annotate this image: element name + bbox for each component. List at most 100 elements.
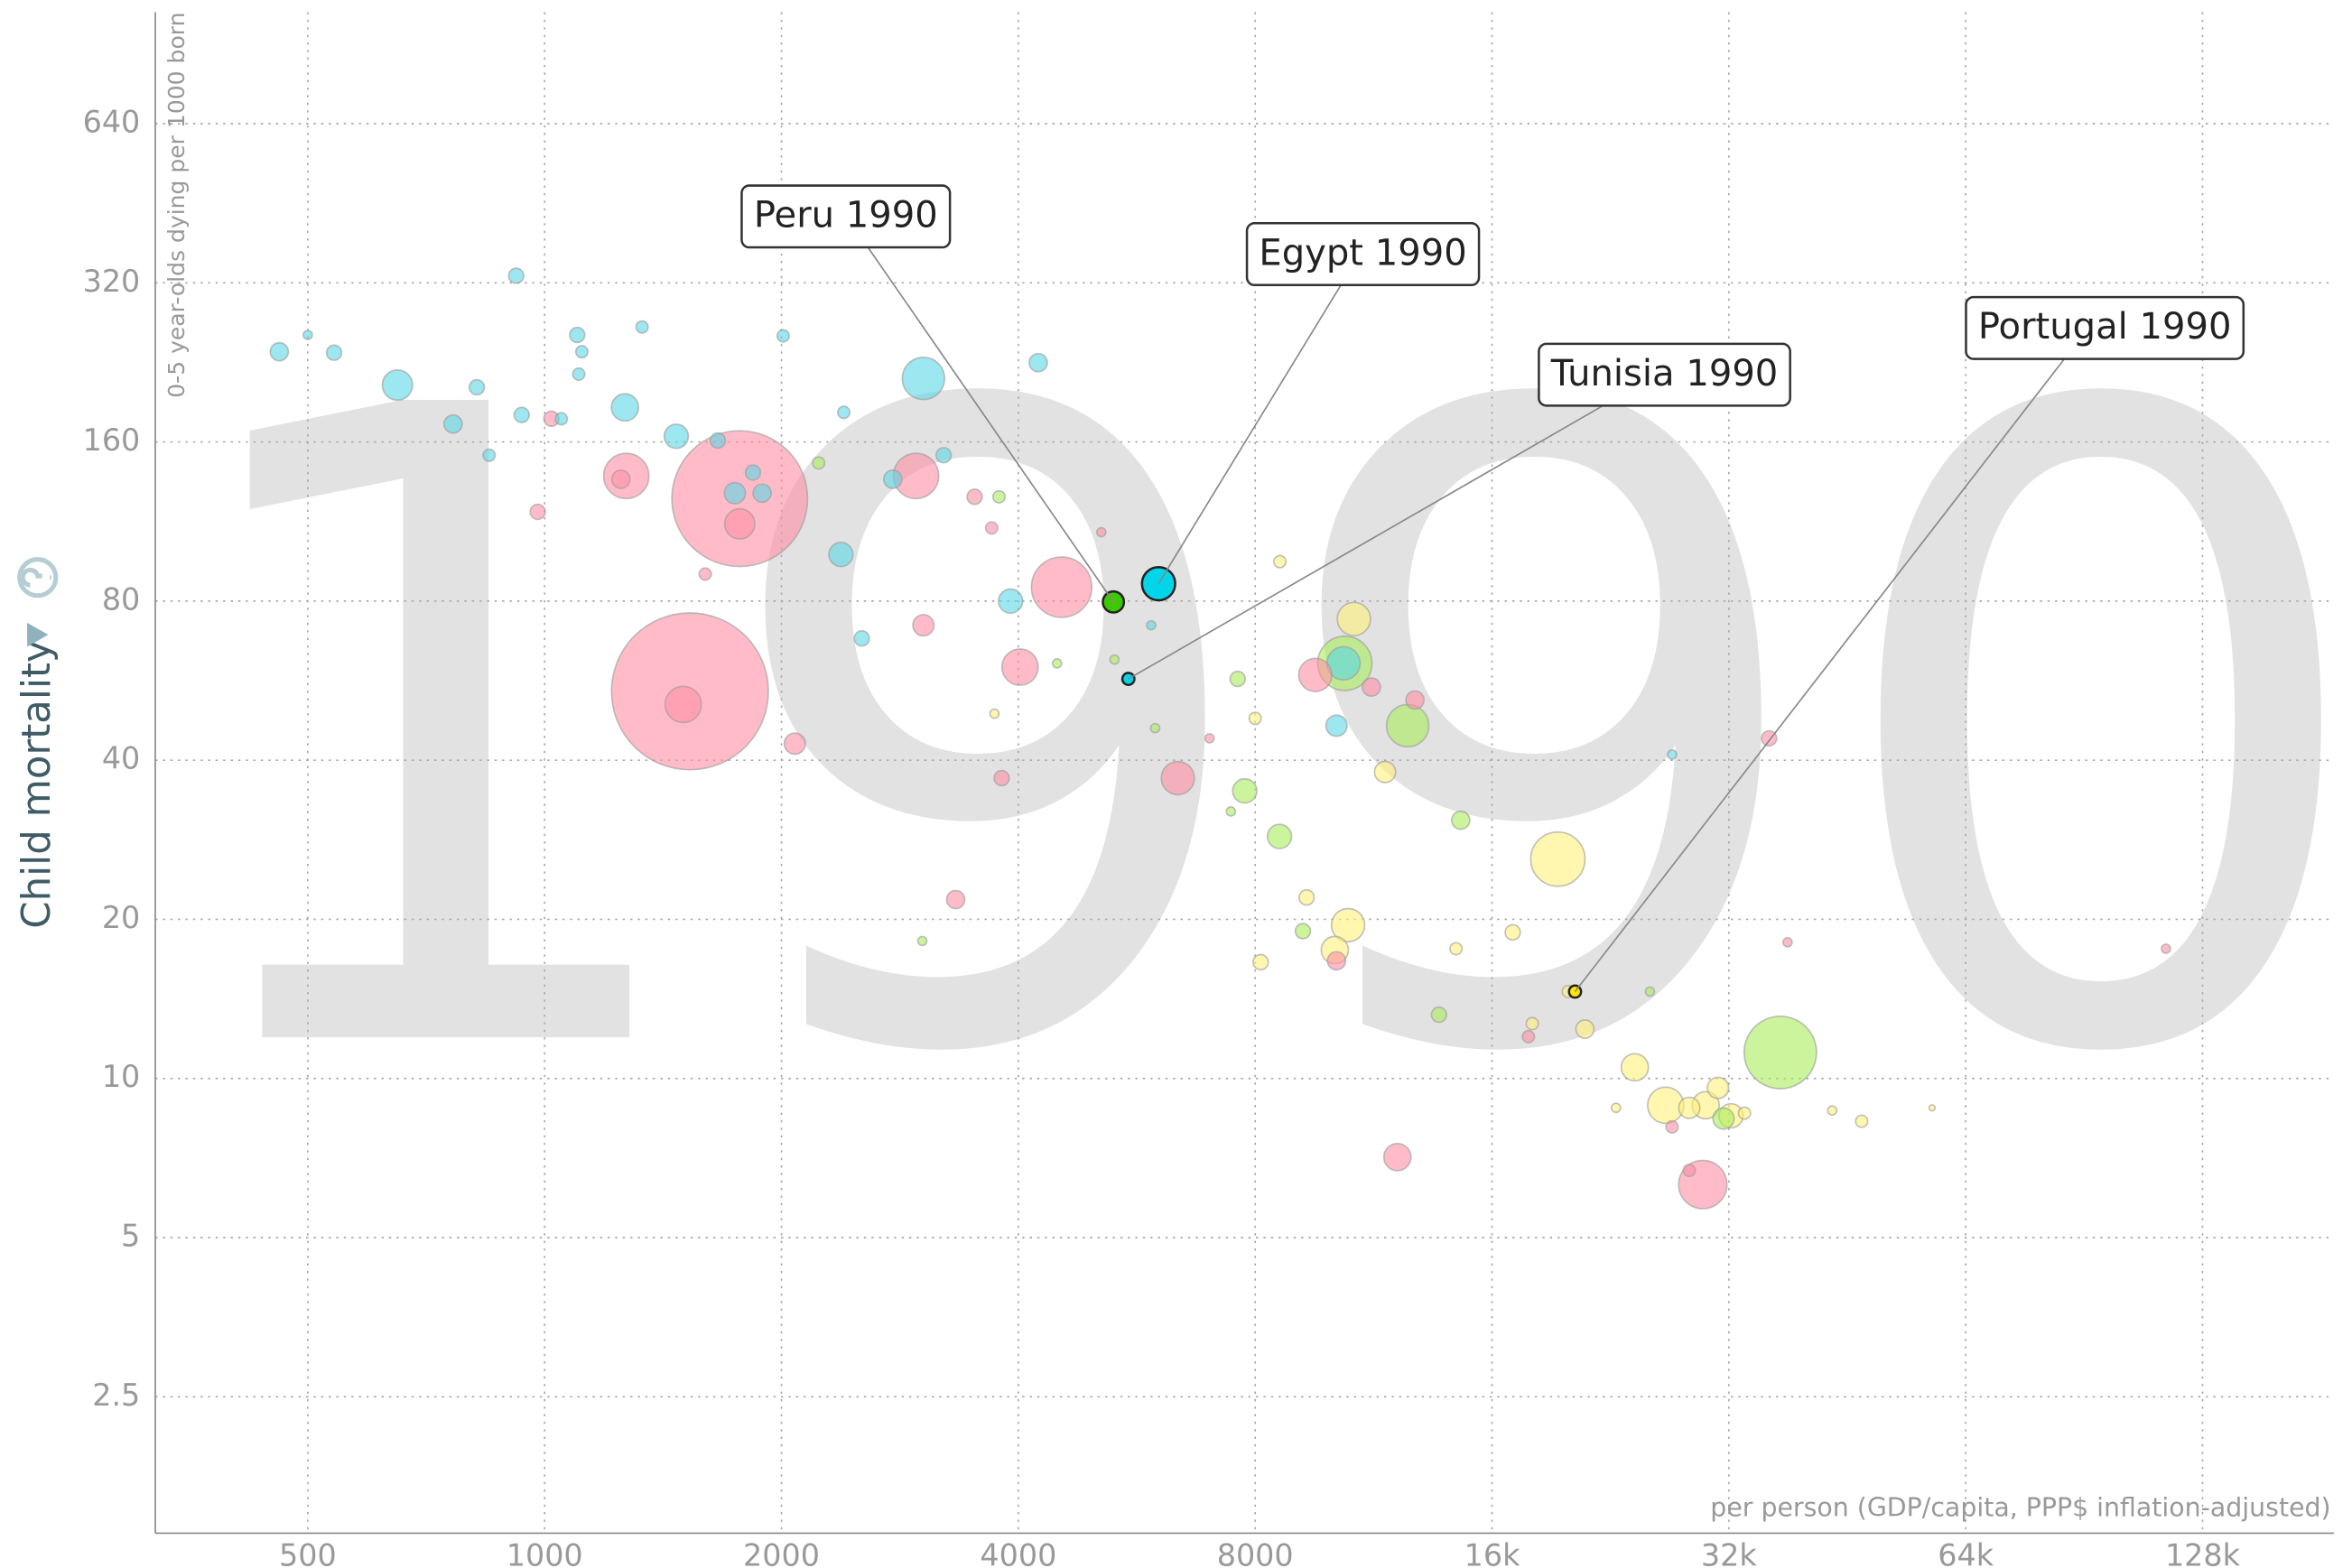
bubble (945, 889, 966, 910)
bubble (1382, 1142, 1412, 1172)
bubble (723, 481, 747, 505)
bubble (1644, 986, 1656, 997)
bubble (989, 708, 1000, 719)
label-box (1538, 342, 1791, 407)
bubble (837, 405, 851, 420)
bubble (1737, 1106, 1752, 1120)
x-tick-label: 128k (2165, 1538, 2241, 1568)
bubble (1028, 352, 1048, 373)
bubble (610, 469, 631, 489)
axis-menu-arrow[interactable] (27, 622, 49, 647)
bubble (828, 542, 854, 568)
bubble (935, 447, 953, 464)
bubble (1706, 1076, 1730, 1099)
year-watermark: 1990 (153, 227, 2352, 1244)
bubble (302, 329, 313, 340)
label-text: Egypt 1990 (1259, 232, 1466, 274)
bubble (1051, 657, 1063, 669)
bubble (991, 489, 1006, 504)
x-tick-label: 64k (1938, 1538, 1994, 1568)
y-axis-subtitle: 0-5 year-olds dying per 1000 born (163, 13, 190, 398)
y-tick-label: 10 (102, 1059, 140, 1094)
label-text: Portugal 1990 (1978, 306, 2232, 348)
label-box (740, 184, 952, 249)
y-tick-label: 5 (121, 1219, 140, 1254)
x-tick-label: 4000 (980, 1538, 1056, 1568)
bubble (1782, 936, 1793, 948)
bubble (507, 267, 525, 284)
bubble (966, 488, 983, 506)
bubble (381, 369, 414, 402)
bubble (569, 326, 586, 344)
bubble (325, 344, 343, 361)
bubble (752, 483, 772, 504)
bubble (1743, 1015, 1817, 1090)
bubble (812, 456, 826, 470)
bubble (1204, 733, 1215, 744)
y-tick-label: 160 (83, 422, 141, 458)
leader-line (1574, 357, 2067, 992)
bubble (1297, 889, 1315, 906)
x-tick-label: 1000 (507, 1538, 583, 1568)
bubble (1525, 1016, 1539, 1031)
bubble (663, 423, 690, 450)
x-tick-label: 8000 (1217, 1538, 1294, 1568)
bubble (482, 448, 497, 462)
bubble (1667, 749, 1678, 760)
bubble (698, 567, 712, 581)
bubble (912, 614, 935, 637)
bubble (853, 630, 870, 647)
bubble (1611, 1102, 1622, 1114)
bubble (664, 685, 702, 724)
y-tick-label: 20 (102, 900, 140, 935)
y-tick-label: 80 (102, 581, 140, 617)
bubble (1266, 823, 1293, 849)
bubble (1665, 1119, 1679, 1134)
annotations: Peru 1990 Egypt 1990 Tunisia 1990 Portugal … (740, 184, 2245, 992)
help-icon[interactable] (17, 557, 59, 598)
bubble (1326, 951, 1347, 971)
y-axis-title: Child mortality (14, 639, 60, 928)
bubble (635, 320, 649, 334)
bubble (1620, 1053, 1650, 1082)
bubble (1761, 729, 1778, 747)
bubble (1529, 830, 1586, 887)
bubble (723, 507, 756, 540)
bubble (1362, 677, 1381, 698)
bubble (993, 769, 1010, 787)
label-text: Tunisia 1990 (1550, 353, 1779, 394)
bubble (554, 412, 569, 426)
bubble (2161, 943, 2171, 954)
x-tick-label: 500 (279, 1538, 337, 1568)
bubble (1146, 619, 1157, 631)
bubble (744, 464, 762, 481)
bubble (1325, 714, 1348, 738)
leader-line (1128, 403, 1606, 680)
bubble (1232, 777, 1258, 804)
bubble (1030, 556, 1093, 618)
bubble (1855, 1114, 1869, 1128)
y-tick-label: 40 (102, 741, 140, 776)
bubble (1252, 953, 1269, 971)
bubble (1385, 703, 1430, 748)
bubble (574, 345, 589, 359)
bubble (1504, 923, 1521, 942)
bubble (1229, 670, 1246, 688)
bubble (1095, 526, 1107, 538)
bubble (1449, 942, 1464, 956)
bubble (1405, 690, 1426, 710)
bubble (776, 329, 790, 343)
bubble (1297, 657, 1334, 692)
bubble (1273, 554, 1288, 569)
bubble (709, 431, 727, 450)
x-tick-label: 16k (1464, 1538, 1520, 1568)
bubble (1521, 1029, 1536, 1044)
bubble (1712, 1107, 1735, 1130)
bubble (882, 469, 903, 489)
bubble (1451, 810, 1471, 830)
bubble (442, 413, 463, 434)
leader-line (866, 245, 1114, 603)
bubble (1336, 601, 1371, 636)
y-tick-label: 640 (83, 105, 141, 140)
